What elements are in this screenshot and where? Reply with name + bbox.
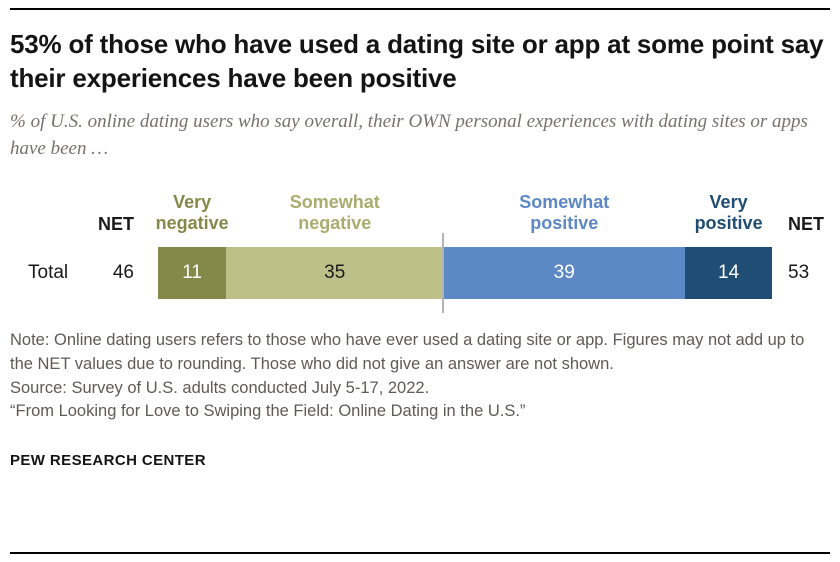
chart-data-row: Total 46 11 35 39 14 53 bbox=[10, 232, 830, 313]
report-title-text: “From Looking for Love to Swiping the Fi… bbox=[10, 402, 526, 421]
bottom-rule bbox=[10, 552, 830, 554]
top-rule bbox=[10, 8, 830, 10]
net-right-value: 53 bbox=[788, 261, 810, 283]
segment-header-label-very-negative: Very negative bbox=[155, 192, 229, 234]
chart-subtitle: % of U.S. online dating users who say ov… bbox=[10, 110, 808, 160]
segment-header-label-somewhat-negative: Somewhat negative bbox=[289, 192, 380, 234]
bar-segment-somewhat-positive: 39 bbox=[443, 246, 686, 299]
net-right-header: NET bbox=[788, 213, 824, 234]
row-label-total: Total bbox=[28, 261, 69, 283]
chart-header-row: NET Very negative Somewhat negative Somewh… bbox=[10, 189, 830, 235]
bar-segment-very-positive: 14 bbox=[685, 246, 772, 299]
footnotes: Note: Online dating users refers to thos… bbox=[10, 329, 830, 425]
neutral-divider-line bbox=[442, 232, 445, 313]
note-text: Note: Online dating users refers to thos… bbox=[10, 330, 805, 373]
segment-labels: Very negative Somewhat negative Somewhat p… bbox=[155, 189, 772, 235]
source-text: Source: Survey of U.S. adults conducted … bbox=[10, 378, 430, 397]
bar-segment-somewhat-negative: 35 bbox=[226, 246, 444, 299]
page-title: 53% of those who have used a dating site… bbox=[10, 29, 824, 93]
stacked-bar-chart: NET Very negative Somewhat negative Somewh… bbox=[10, 189, 830, 313]
segment-header-label-somewhat-positive: Somewhat positive bbox=[519, 192, 610, 234]
stacked-bar: 11 35 39 14 bbox=[158, 232, 772, 313]
net-left-value: 46 bbox=[112, 261, 134, 283]
net-left-header: NET bbox=[98, 213, 134, 234]
pew-research-center-logo: PEW RESEARCH CENTER bbox=[10, 452, 206, 470]
segment-header-label-very-positive: Very positive bbox=[694, 192, 763, 234]
bar-segment-very-negative: 11 bbox=[158, 246, 227, 299]
spacer bbox=[10, 469, 830, 552]
